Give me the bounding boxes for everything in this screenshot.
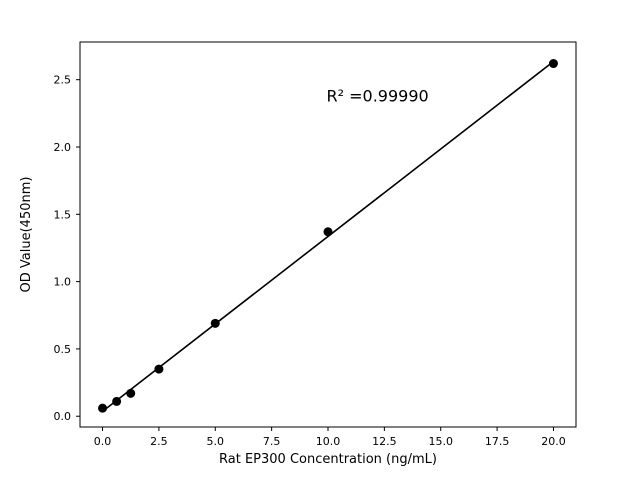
x-axis-label: Rat EP300 Concentration (ng/mL) [219,452,437,467]
y-tick-label: 0.0 [54,410,72,423]
y-tick-label: 0.5 [54,343,72,356]
data-point [98,403,108,413]
y-tick-label: 2.0 [54,141,72,154]
x-tick-label: 12.5 [372,435,397,448]
data-point [126,388,136,398]
x-tick-label: 20.0 [541,435,566,448]
x-tick-label: 0.0 [94,435,112,448]
y-tick-label: 1.0 [54,276,72,289]
y-tick-label: 2.5 [54,74,72,87]
data-point [323,227,333,237]
data-point [548,59,558,69]
data-point [210,318,220,328]
x-tick-label: 17.5 [485,435,510,448]
x-tick-label: 2.5 [150,435,168,448]
y-tick-label: 1.5 [54,208,72,221]
data-point [154,364,164,374]
y-axis-label: OD Value(450nm) [19,177,34,293]
x-tick-label: 5.0 [207,435,225,448]
x-tick-label: 15.0 [428,435,453,448]
x-tick-label: 7.5 [263,435,281,448]
r-squared-annotation: R² =0.99990 [327,87,429,106]
data-point [112,396,122,406]
fit-line [102,60,554,412]
x-tick-label: 10.0 [316,435,341,448]
